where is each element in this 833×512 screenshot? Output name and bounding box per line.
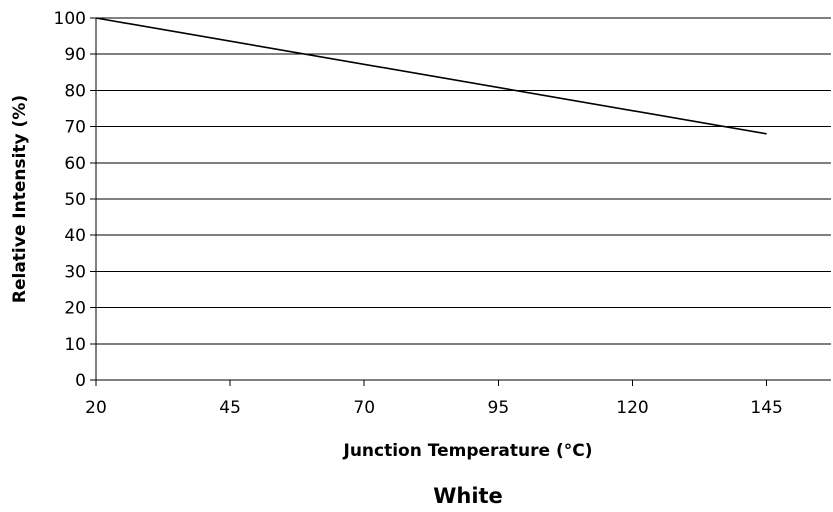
- y-tick-label: 80: [64, 81, 86, 101]
- y-tick-label: 30: [64, 262, 86, 282]
- y-tick-label: 70: [64, 118, 86, 138]
- axes: [90, 17, 831, 386]
- y-tick-label: 40: [64, 226, 86, 246]
- x-axis-title: Junction Temperature (°C): [343, 441, 593, 461]
- y-tick-label: 50: [64, 190, 86, 210]
- x-tick-label: 120: [616, 398, 648, 418]
- gridlines: [96, 17, 831, 345]
- y-tick-label: 100: [54, 9, 86, 29]
- y-tick-label: 60: [64, 154, 86, 174]
- x-tick-label: 70: [353, 398, 375, 418]
- x-tick-label: 45: [219, 398, 241, 418]
- x-tick-label: 145: [750, 398, 782, 418]
- series-line: [95, 17, 767, 135]
- y-tick-label: 10: [64, 335, 86, 355]
- y-tick-label: 20: [64, 299, 86, 319]
- y-tick-label: 90: [64, 45, 86, 65]
- chart-caption: White: [433, 484, 503, 508]
- y-axis-title: Relative Intensity (%): [10, 95, 30, 303]
- tick-labels: 0 10 20 30 40 50 60 70 80 90 100 20 45 70 95 120 145: [54, 9, 783, 418]
- series-lines: [95, 17, 767, 135]
- y-tick-label: 0: [75, 371, 86, 391]
- x-tick-label: 20: [85, 398, 107, 418]
- x-tick-label: 95: [488, 398, 510, 418]
